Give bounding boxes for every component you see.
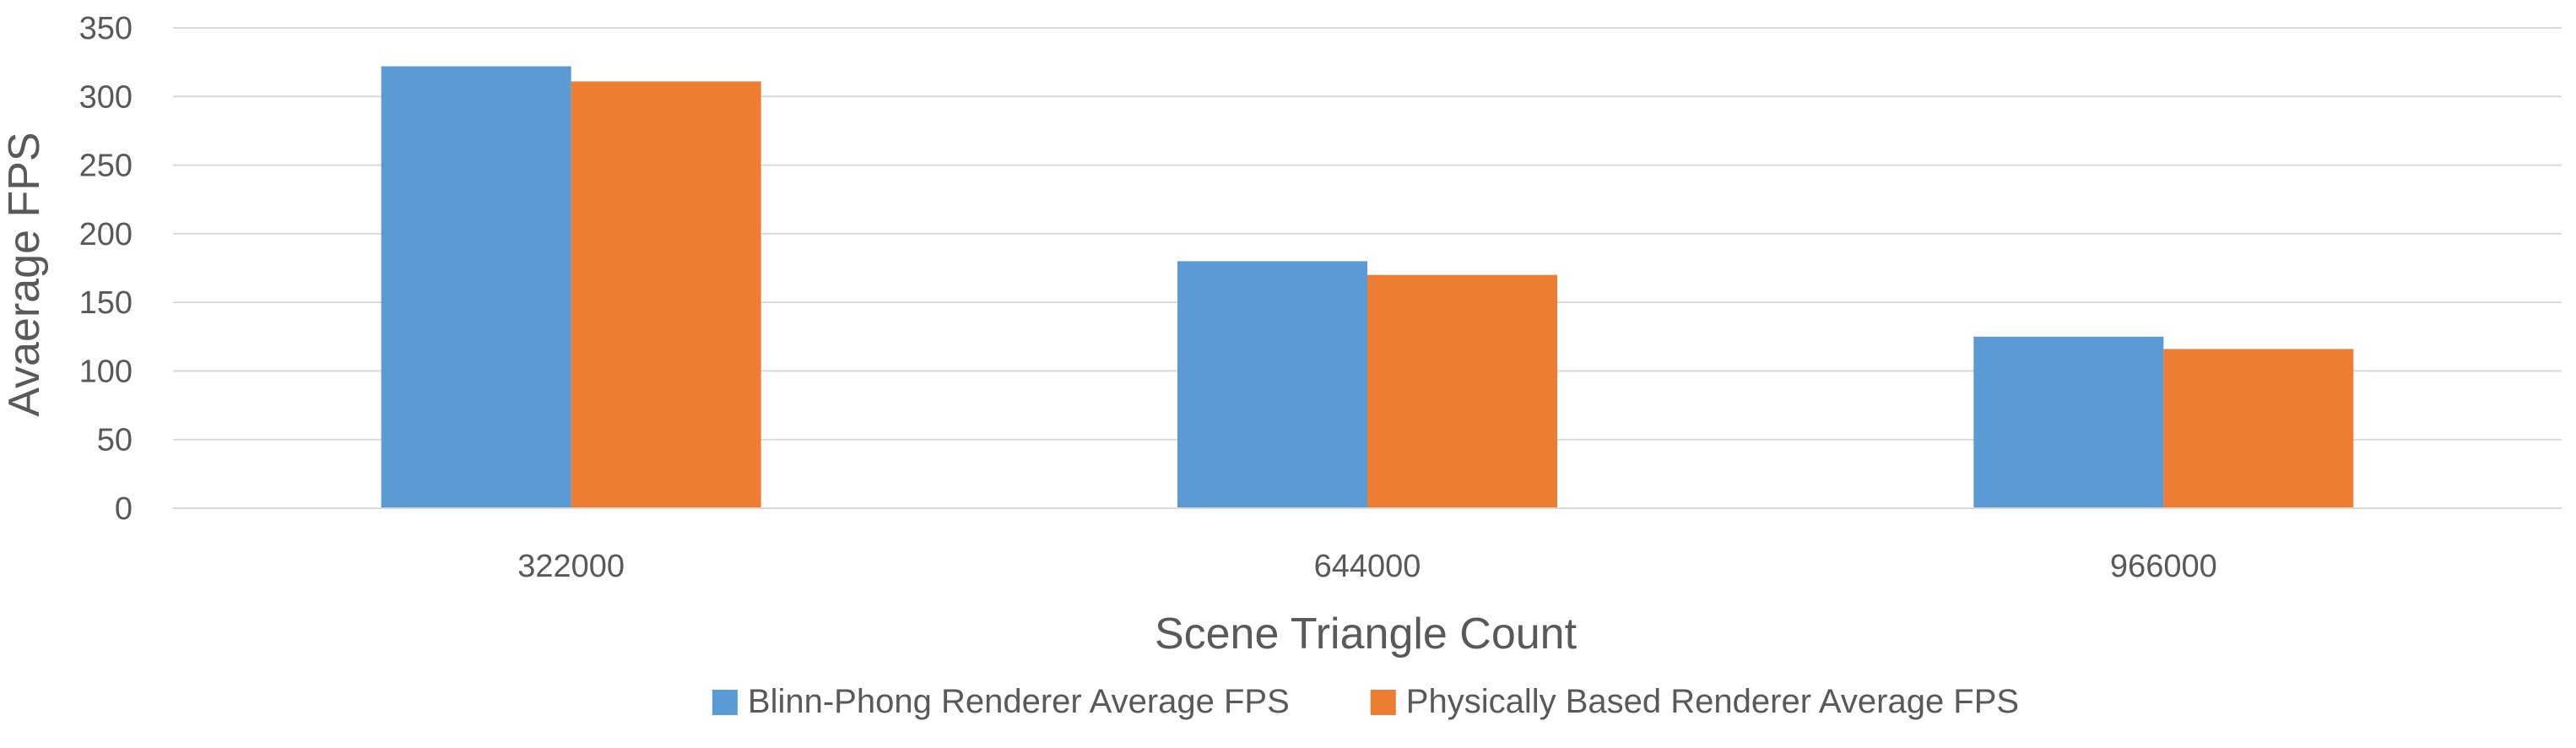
y-tick-label: 300 [79, 79, 133, 115]
legend-swatch [712, 690, 738, 715]
y-tick-label: 350 [79, 11, 133, 46]
bar-physically-based-966000 [2163, 349, 2354, 508]
x-tick-label: 644000 [1314, 549, 1421, 584]
y-tick-label: 150 [79, 285, 133, 321]
x-tick-label: 966000 [2110, 549, 2217, 584]
legend-item-blinn-phong: Blinn-Phong Renderer Average FPS [712, 683, 1290, 720]
legend-label: Physically Based Renderer Average FPS [1406, 683, 2019, 720]
y-tick-label: 250 [79, 149, 133, 184]
y-tick-label: 200 [79, 217, 133, 252]
bars [381, 66, 2354, 508]
bar-blinn-phong-644000 [1177, 261, 1367, 508]
legend-label: Blinn-Phong Renderer Average FPS [748, 683, 1290, 720]
x-tick-label: 322000 [517, 549, 625, 584]
bar-physically-based-322000 [571, 81, 761, 508]
y-tick-label: 50 [97, 423, 133, 458]
y-axis-title: Avaerage FPS [0, 132, 49, 416]
bar-blinn-phong-966000 [1973, 336, 2164, 508]
legend-item-physically-based: Physically Based Renderer Average FPS [1370, 683, 2019, 720]
legend: Blinn-Phong Renderer Average FPS Physical… [712, 683, 2019, 720]
y-tick-label: 100 [79, 354, 133, 389]
y-tick-label: 0 [115, 491, 133, 527]
tick-labels: 0 50 100 150 200 250 300 350 322000 644000 966000 [79, 11, 2217, 584]
x-axis-title: Scene Triangle Count [1155, 610, 1578, 659]
bar-physically-based-644000 [1367, 274, 1557, 508]
bar-blinn-phong-322000 [381, 66, 571, 508]
legend-swatch [1370, 690, 1396, 715]
